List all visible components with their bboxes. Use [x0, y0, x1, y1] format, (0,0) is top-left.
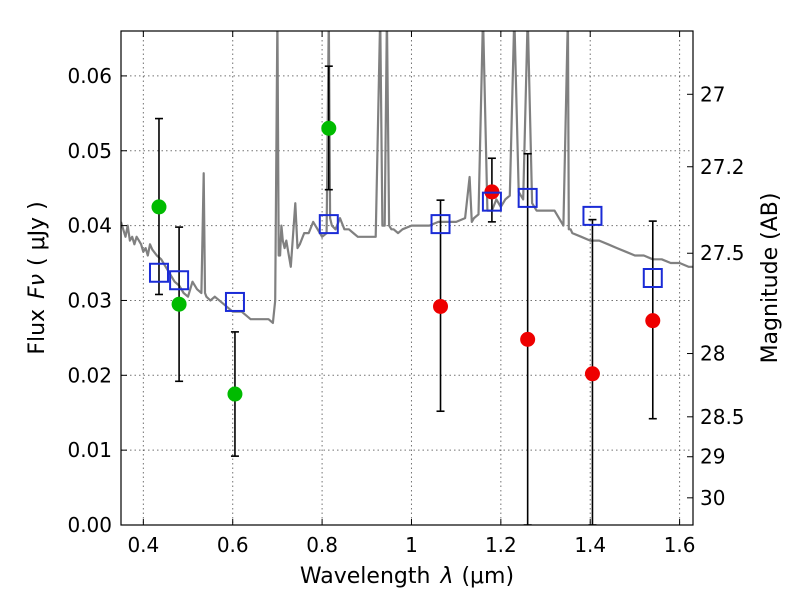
right-tick-label: 27.2 — [700, 155, 745, 179]
right-tick-label: 27.5 — [700, 241, 745, 265]
model-square — [517, 187, 538, 208]
y-tick-label: 0.01 — [67, 438, 112, 462]
spectrum-layer — [121, 31, 693, 324]
grid — [121, 31, 693, 525]
data-point — [227, 386, 243, 402]
right-tick-label: 30 — [700, 486, 725, 510]
x-tick-label: 1 — [405, 533, 418, 557]
model-square — [318, 214, 339, 235]
x-tick-label: 1.2 — [485, 533, 517, 557]
data-point — [171, 296, 187, 312]
y-tick-label: 0.05 — [67, 139, 112, 163]
errorbar-layer — [154, 65, 657, 525]
data-point — [433, 298, 449, 314]
spectrum-line — [121, 31, 693, 324]
model-square — [169, 270, 190, 291]
right-tick-label: 29 — [700, 445, 725, 469]
model-square — [642, 268, 663, 288]
y-tick-label: 0.00 — [67, 513, 112, 537]
data-point — [645, 313, 661, 329]
x-tick-label: 0.8 — [306, 533, 338, 557]
right-tick-label: 28 — [700, 342, 725, 366]
model-square — [481, 191, 502, 212]
right-tick-label: 28.5 — [700, 405, 745, 429]
x-tick-label: 1.4 — [574, 533, 606, 557]
model-square — [582, 205, 603, 226]
data-point — [321, 120, 337, 136]
right-axis-label: Magnitude (AB) — [758, 193, 783, 364]
model-square — [148, 262, 169, 283]
plot-frame — [120, 30, 694, 526]
data-point — [584, 366, 600, 382]
model-square — [224, 291, 245, 312]
right-tick-label: 27 — [700, 82, 725, 106]
data-point — [151, 199, 167, 215]
data-point — [520, 331, 536, 347]
x-axis-label: Wavelength λ (μm) — [300, 564, 514, 589]
x-tick-label: 0.4 — [127, 533, 159, 557]
y-axis-label: FluxFν( μJy ) — [25, 201, 50, 354]
y-tick-label: 0.02 — [67, 363, 112, 387]
tick-layer: 0.4 0.6 0.8 1 1.2 1.4 1.6 0.00 0.01 0.02 0.03 0.04 0… — [67, 31, 745, 557]
x-tick-label: 1.6 — [664, 533, 696, 557]
y-tick-label: 0.03 — [67, 288, 112, 312]
y-tick-label: 0.06 — [67, 64, 112, 88]
point-layer — [148, 120, 663, 402]
x-tick-label: 0.6 — [217, 533, 249, 557]
y-tick-label: 0.04 — [67, 214, 112, 238]
model-square — [430, 214, 451, 235]
